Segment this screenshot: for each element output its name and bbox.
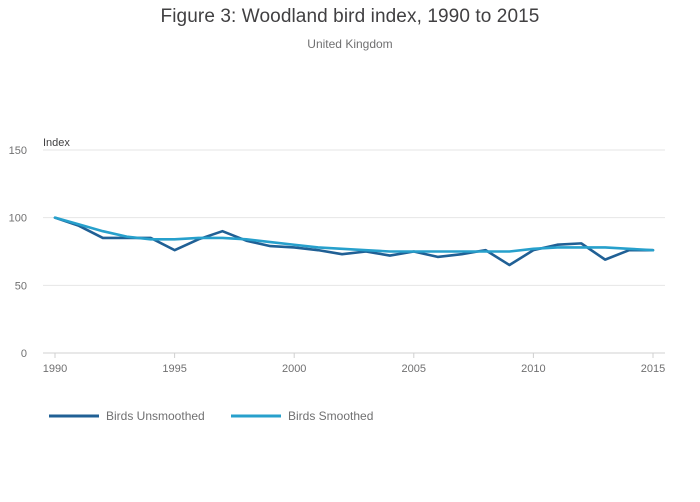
legend: Birds Unsmoothed Birds Smoothed [49,409,373,423]
x-tick-label-2015: 2015 [641,363,665,375]
axes: Index 0 50 100 150 1990 1995 2000 2005 2010 2015 [9,137,666,375]
gridlines [43,149,665,286]
y-axis-label: Index [43,137,70,149]
x-tick-label-2000: 2000 [282,363,306,375]
chart-subtitle: United Kingdom [307,37,393,51]
x-tick-label-1995: 1995 [162,363,186,375]
chart-title: Figure 3: Woodland bird index, 1990 to 2… [160,6,540,27]
y-tick-label-100: 100 [9,213,27,225]
y-tick-label-150: 150 [9,145,27,157]
y-tick-label-0: 0 [21,348,27,360]
x-tick-label-2010: 2010 [521,363,545,375]
y-tick-label-50: 50 [15,280,27,292]
legend-label-birds-smoothed: Birds Smoothed [288,409,373,423]
x-tick-label-2005: 2005 [402,363,426,375]
legend-label-birds-unsmoothed: Birds Unsmoothed [106,409,205,423]
series-lines [53,216,655,267]
series-line-birds-unsmoothed [53,216,655,267]
series-line-birds-smoothed [53,216,655,253]
x-tick-label-1990: 1990 [43,363,67,375]
